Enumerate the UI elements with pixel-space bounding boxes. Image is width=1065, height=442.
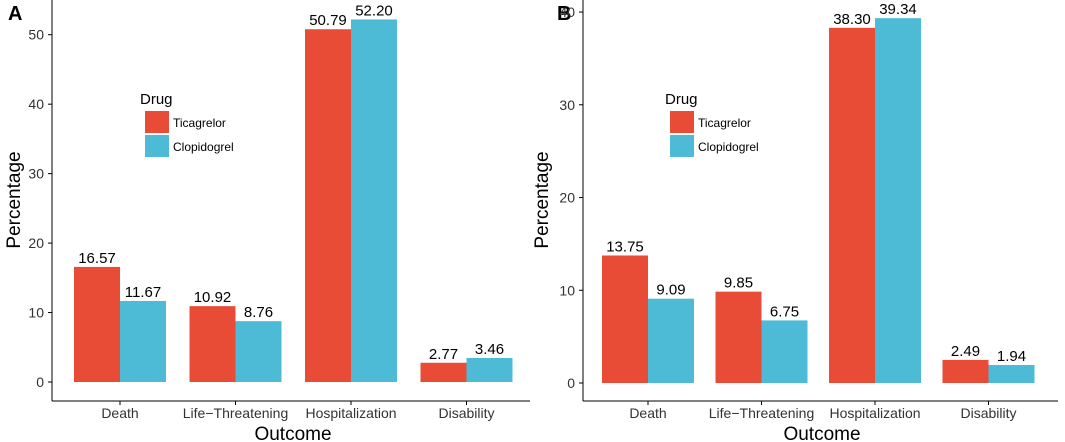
bar-ticagrelor: [602, 255, 648, 383]
bar-value-label: 2.77: [429, 346, 458, 363]
bar-ticagrelor: [420, 362, 467, 382]
bar-clopidogrel: [988, 365, 1035, 383]
bar-value-label: 38.30: [833, 11, 871, 28]
bar-value-label: 6.75: [770, 303, 799, 320]
bar-value-label: 39.34: [879, 1, 917, 18]
y-tick-label: 30: [559, 97, 575, 113]
bar-ticagrelor: [829, 27, 875, 383]
legend-swatch: [670, 135, 694, 157]
legend-title: Drug: [665, 91, 698, 108]
bar-value-label: 13.75: [606, 238, 644, 255]
legend-title: Drug: [140, 91, 173, 108]
bar-value-label: 10.92: [194, 289, 232, 306]
x-tick-label: Disability: [960, 405, 1016, 421]
x-tick-label: Life−Threatening: [183, 405, 288, 421]
y-tick-label: 0: [567, 375, 575, 391]
bar-clopidogrel: [648, 298, 694, 383]
x-tick-label: Death: [101, 405, 138, 421]
bar-clopidogrel: [761, 320, 808, 383]
bar-value-label: 52.20: [355, 2, 393, 19]
legend-label: Clopidogrel: [698, 140, 759, 154]
x-tick-label: Life−Threatening: [709, 405, 814, 421]
bar-value-label: 11.67: [125, 284, 161, 301]
legend-label: Clopidogrel: [173, 140, 234, 154]
y-tick-label: 40: [559, 4, 575, 20]
x-tick-label: Death: [629, 405, 666, 421]
panel-letter: B: [557, 3, 571, 25]
bar-ticagrelor: [715, 291, 762, 383]
x-tick-label: Hospitalization: [829, 405, 920, 421]
bar-ticagrelor: [305, 29, 351, 383]
panel-a: A 0 10 20 30 40 50 16.57 11.67 Death 10.92 8.76 Life…: [4, 0, 530, 442]
bar-clopidogrel: [466, 357, 513, 382]
y-axis-title: Percentage: [532, 151, 553, 248]
y-tick-label: 40: [28, 96, 44, 112]
y-tick-label: 10: [28, 305, 44, 321]
bar-value-label: 9.85: [724, 275, 753, 292]
bar-clopidogrel: [120, 300, 166, 382]
bar-value-label: 50.79: [309, 12, 347, 29]
x-tick-label: Disability: [438, 405, 494, 421]
bar-clopidogrel: [235, 321, 282, 382]
x-tick-label: Hospitalization: [305, 405, 396, 421]
bar-ticagrelor: [942, 359, 989, 383]
panel-letter: A: [8, 3, 22, 25]
legend-swatch: [145, 135, 169, 157]
legend-label: Ticagrelor: [173, 116, 226, 130]
y-tick-label: 0: [36, 374, 44, 390]
y-tick-label: 10: [559, 282, 575, 298]
y-tick-label: 20: [28, 235, 44, 251]
y-axis-title: Percentage: [4, 151, 25, 248]
bar-value-label: 1.94: [997, 348, 1026, 365]
panel-b: B 0 10 20 30 40 13.75 9.09 Death 9.85 6.75 Life−Thr…: [532, 0, 1058, 442]
legend-swatch: [145, 111, 169, 133]
bar-value-label: 3.46: [475, 341, 504, 358]
x-axis-title: Outcome: [783, 424, 860, 442]
bar-value-label: 8.76: [244, 304, 273, 321]
bar-value-label: 16.57: [78, 250, 116, 267]
legend-swatch: [670, 111, 694, 133]
bar-clopidogrel: [351, 19, 397, 383]
bar-value-label: 9.09: [656, 282, 685, 299]
y-tick-label: 30: [28, 166, 44, 182]
legend-label: Ticagrelor: [698, 116, 751, 130]
bar-value-label: 2.49: [951, 343, 980, 360]
y-tick-label: 20: [559, 190, 575, 206]
bar-ticagrelor: [74, 266, 120, 382]
x-axis-title: Outcome: [254, 424, 331, 442]
bar-ticagrelor: [189, 306, 236, 382]
bar-clopidogrel: [875, 18, 921, 384]
y-tick-label: 50: [28, 27, 44, 43]
